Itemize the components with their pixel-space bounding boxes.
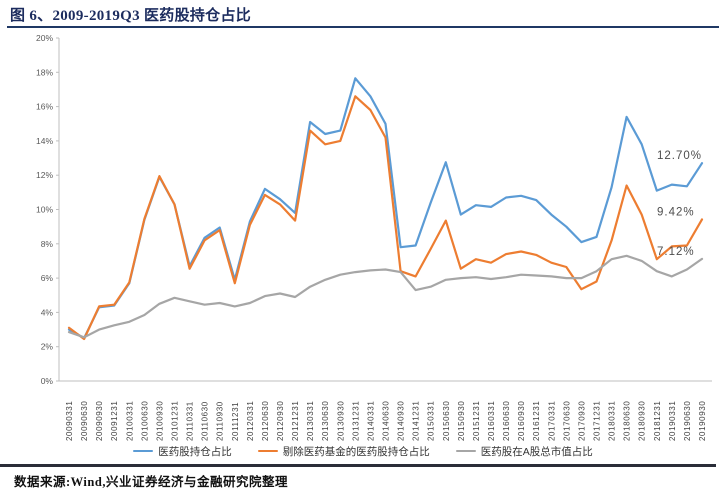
y-axis-label: 2% [41, 342, 54, 352]
y-axis-label: 0% [41, 376, 54, 386]
y-axis-label: 8% [41, 239, 54, 249]
x-axis-label: 20110630 [201, 401, 210, 441]
x-axis-label: 20111231 [231, 402, 240, 441]
series-line-2 [67, 254, 704, 339]
x-axis-label: 20110331 [186, 401, 195, 441]
source-note: 数据来源:Wind,兴业证券经济与金融研究院整理 [14, 475, 288, 489]
legend-item-1: 剔除医药基金的医药股持仓占比 [257, 444, 430, 459]
x-axis-label: 20100630 [140, 401, 149, 441]
series-line-1 [67, 95, 704, 341]
x-axis-label: 20090331 [65, 401, 74, 441]
x-axis-label: 20161231 [532, 401, 541, 441]
x-axis-label: 20110930 [216, 401, 225, 441]
x-axis-label: 20150331 [427, 401, 436, 441]
x-axis-label: 20090630 [80, 401, 89, 441]
x-axis-label: 20151231 [472, 401, 481, 441]
y-axis-label: 4% [41, 307, 54, 317]
x-axis-label: 20170630 [562, 401, 571, 441]
x-axis-label: 20130930 [336, 401, 345, 441]
legend-label: 剔除医药基金的医药股持仓占比 [282, 445, 430, 458]
x-axis-label: 20090930 [95, 401, 104, 441]
y-axis-label: 18% [36, 67, 53, 77]
legend-item-2: 医药股在A股总市值占比 [455, 444, 593, 459]
x-axis-label: 20121231 [291, 401, 300, 441]
x-axis-label: 20190930 [698, 401, 707, 441]
x-axis-label: 20100930 [155, 401, 164, 441]
legend-label: 医药股在A股总市值占比 [480, 445, 593, 458]
y-axis-label: 16% [36, 102, 53, 112]
x-axis-label: 20160331 [487, 401, 496, 441]
legend-line-swatch [257, 449, 278, 453]
x-axis-label: 20130630 [321, 401, 330, 441]
x-axis-label: 20170930 [577, 401, 586, 441]
title-underline [7, 26, 719, 28]
x-axis-label: 20100331 [125, 401, 134, 441]
y-axis-label: 12% [36, 170, 53, 180]
legend-item-0: 医药股持仓占比 [133, 444, 232, 459]
legend-line-swatch [455, 449, 476, 453]
x-axis-label: 20091231 [110, 401, 119, 441]
y-axis-label: 20% [36, 33, 53, 43]
x-axis-label: 20180930 [638, 401, 647, 441]
x-axis-label: 20141231 [412, 401, 421, 441]
y-axis-label: 10% [36, 205, 53, 215]
x-axis-label: 20140331 [366, 401, 375, 441]
x-axis-label: 20130331 [306, 401, 315, 441]
x-axis-label: 20150930 [457, 401, 466, 441]
x-axis-label: 20150630 [442, 401, 451, 441]
end-value-label-2: 7.12% [657, 246, 695, 258]
legend-line-swatch [133, 449, 154, 453]
x-axis-label: 20131231 [351, 401, 360, 441]
x-axis-label: 20160630 [502, 401, 511, 441]
footer-rule [0, 464, 716, 467]
end-value-label-1: 9.42% [657, 206, 695, 218]
x-axis-label: 20140630 [381, 401, 390, 441]
end-value-label-0: 12.70% [657, 150, 702, 162]
legend-label: 医药股持仓占比 [158, 445, 232, 458]
x-axis-label: 20190331 [668, 401, 677, 441]
y-axis-label: 6% [41, 273, 54, 283]
chart-legend: 医药股持仓占比 剔除医药基金的医药股持仓占比 医药股在A股总市值占比 [0, 442, 726, 460]
series-line-0 [67, 77, 704, 340]
x-axis-label: 20160930 [517, 401, 526, 441]
x-axis-label: 20101231 [170, 401, 179, 441]
x-axis-label: 20140930 [397, 401, 406, 441]
x-axis-label: 20170331 [547, 401, 556, 441]
x-axis-label: 20120930 [276, 401, 285, 441]
x-axis-label: 20171231 [592, 401, 601, 441]
x-axis-label: 20181231 [653, 401, 662, 441]
y-axis-label: 14% [36, 136, 53, 146]
x-axis-label: 20180331 [608, 401, 617, 441]
x-axis-label: 20120630 [261, 401, 270, 441]
x-axis-label: 20120331 [246, 401, 255, 441]
x-axis-label: 20180630 [623, 401, 632, 441]
x-axis-label: 20190630 [683, 401, 692, 441]
figure-title: 图 6、2009-2019Q3 医药股持仓占比 [10, 8, 252, 24]
